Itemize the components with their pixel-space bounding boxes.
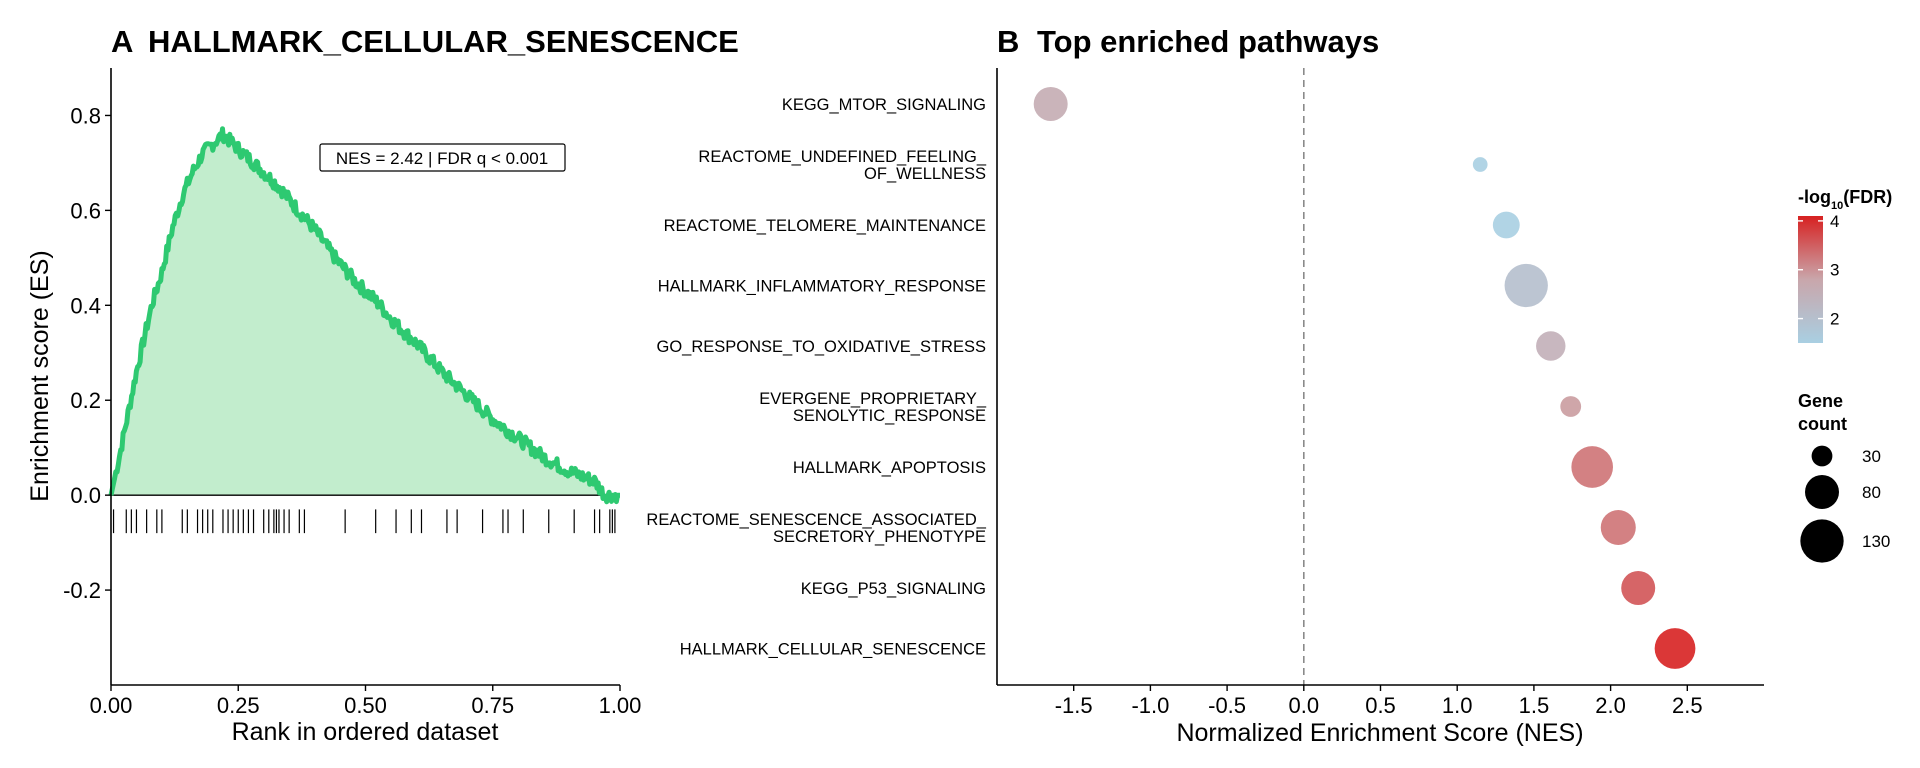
size-legend-label: 80: [1862, 483, 1881, 502]
panel-b-label: B: [997, 24, 1019, 59]
size-legend-label: 130: [1862, 532, 1890, 551]
panel-b-x-label: Normalized Enrichment Score (NES): [1176, 719, 1583, 747]
pathway-point: [1033, 87, 1068, 121]
pathway-point: [1472, 157, 1488, 172]
y-tick-label: 0.4: [70, 293, 101, 318]
pathway-point: [1560, 396, 1582, 417]
panel-a-x-label: Rank in ordered dataset: [232, 718, 499, 746]
y-tick-label: 0.0: [70, 483, 101, 508]
pathway-point: [1600, 509, 1636, 546]
pathway-label: HALLMARK_APOPTOSIS: [793, 459, 986, 477]
panel-b-plot-area: [1033, 68, 1696, 685]
x-tick-label: -1.0: [1131, 693, 1169, 718]
pathway-point: [1504, 263, 1548, 308]
panel-a-y-label: Enrichment score (ES): [26, 250, 54, 501]
y-tick-label: -0.2: [63, 578, 101, 603]
size-legend-title-line1: Gene: [1798, 391, 1843, 411]
x-tick-label: 0.0: [1289, 693, 1320, 718]
panel-a-label: A: [111, 24, 133, 59]
y-tick-label: 0.2: [70, 388, 101, 413]
x-tick-label: 0.5: [1365, 693, 1396, 718]
panel-a-x-ticks: 0.00 0.25 0.50 0.75 1.00: [90, 685, 642, 718]
x-tick-label: 0.00: [90, 693, 133, 718]
color-tick-label: 2: [1830, 310, 1839, 329]
panel-a: A HALLMARK_CELLULAR_SENESCENCE 0.00 0.25 0…: [26, 24, 739, 746]
color-legend: -log10(FDR) 2 3 4: [1798, 187, 1892, 343]
x-tick-label: 0.75: [471, 693, 514, 718]
x-tick-label: -0.5: [1208, 693, 1246, 718]
pathway-point: [1492, 211, 1520, 239]
size-legend-label: 30: [1862, 447, 1881, 466]
x-tick-label: 1.0: [1442, 693, 1473, 718]
pathway-point: [1654, 628, 1696, 669]
panel-a-plot-area: [108, 126, 622, 534]
y-tick-label: 0.6: [70, 198, 101, 223]
size-legend-items: 30 80 130: [1800, 445, 1890, 563]
pathway-point: [1621, 571, 1656, 605]
color-tick-label: 4: [1830, 212, 1839, 231]
pathway-label: EVERGENE_PROPRIETARY_ SENOLYTIC_RESPONSE: [759, 390, 987, 425]
size-legend: Gene count 30 80 130: [1798, 391, 1890, 563]
panel-b-x-ticks: -1.5 -1.0 -0.5 0.0 0.5 1.0 1.5 2.0 2.5: [1055, 685, 1703, 718]
color-tick-label: 3: [1830, 261, 1839, 280]
nes-annotation-box: NES = 2.42 | FDR q < 0.001: [319, 143, 566, 172]
pathway-label: HALLMARK_CELLULAR_SENESCENCE: [680, 641, 986, 659]
panel-b: B Top enriched pathways -1.5 -1.0 -0.5 0.0 0…: [646, 24, 1892, 747]
pathway-point: [1536, 331, 1566, 361]
x-tick-label: 0.50: [344, 693, 387, 718]
pathway-label: HALLMARK_INFLAMMATORY_RESPONSE: [658, 278, 986, 296]
nes-annotation-text: NES = 2.42 | FDR q < 0.001: [336, 149, 548, 168]
pathway-label: REACTOME_TELOMERE_MAINTENANCE: [664, 217, 986, 235]
panel-a-title: HALLMARK_CELLULAR_SENESCENCE: [148, 24, 739, 59]
x-tick-label: 2.0: [1595, 693, 1626, 718]
pathway-label: REACTOME_UNDEFINED_FEELING_ OF_WELLNESS: [698, 148, 986, 183]
size-legend-circle: [1811, 445, 1833, 467]
size-legend-circle: [1805, 475, 1839, 509]
panel-b-y-labels: KEGG_MTOR_SIGNALING REACTOME_UNDEFINED_FE…: [646, 96, 986, 659]
x-tick-label: 1.5: [1519, 693, 1550, 718]
x-tick-label: 2.5: [1672, 693, 1703, 718]
color-legend-title: -log10(FDR): [1798, 187, 1892, 212]
pathway-point: [1571, 446, 1614, 488]
y-tick-label: 0.8: [70, 103, 101, 128]
panel-a-y-ticks: -0.2 0.0 0.2 0.4 0.6 0.8: [63, 103, 111, 603]
x-tick-label: 1.00: [599, 693, 642, 718]
x-tick-label: -1.5: [1055, 693, 1093, 718]
color-legend-ticks: 2 3 4: [1798, 212, 1839, 329]
x-tick-label: 0.25: [217, 693, 260, 718]
size-legend-circle: [1800, 519, 1844, 563]
color-legend-bar: [1798, 216, 1823, 343]
pathway-label: REACTOME_SENESCENCE_ASSOCIATED_ SECRETORY…: [646, 511, 986, 546]
size-legend-title-line2: count: [1798, 414, 1847, 434]
pathway-label: KEGG_MTOR_SIGNALING: [782, 96, 986, 114]
pathway-label: GO_RESPONSE_TO_OXIDATIVE_STRESS: [657, 338, 987, 356]
es-area-fill: [111, 128, 620, 502]
panel-b-title: Top enriched pathways: [1037, 24, 1379, 59]
pathway-label: KEGG_P53_SIGNALING: [801, 580, 986, 598]
es-curve: [108, 126, 622, 505]
